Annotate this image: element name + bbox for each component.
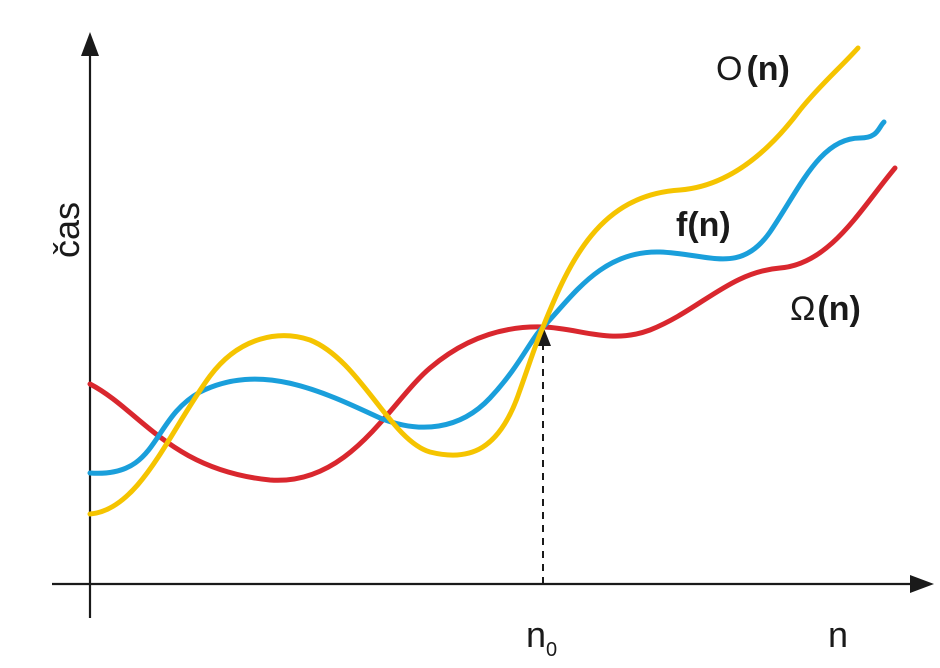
f-curve — [87, 119, 887, 476]
y-axis-label: čas — [46, 202, 87, 258]
y-axis-arrow — [81, 32, 99, 56]
f-label: f(n) — [676, 206, 731, 244]
n0-tick-label: n0 — [526, 614, 557, 661]
x-axis-arrow — [910, 575, 934, 593]
big-o-label: O (n) — [716, 50, 790, 88]
big-o-curve — [87, 45, 861, 517]
omega-curve — [87, 165, 898, 483]
x-axis-label: n — [828, 614, 848, 655]
omega-label: Ω(n) — [790, 290, 861, 328]
